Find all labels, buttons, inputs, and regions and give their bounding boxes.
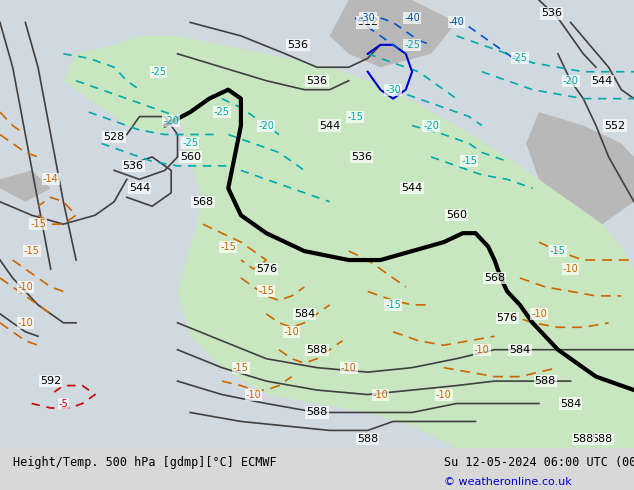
Text: 544: 544 <box>401 183 423 194</box>
Text: -15: -15 <box>220 242 236 251</box>
Text: 536: 536 <box>351 152 372 162</box>
Text: 592: 592 <box>40 376 61 386</box>
Text: Su 12-05-2024 06:00 UTC (00+126): Su 12-05-2024 06:00 UTC (00+126) <box>444 456 634 469</box>
Text: 568: 568 <box>484 273 505 283</box>
Text: 576: 576 <box>256 264 277 274</box>
Text: 536: 536 <box>306 75 328 86</box>
Text: Height/Temp. 500 hPa [gdmp][°C] ECMWF: Height/Temp. 500 hPa [gdmp][°C] ECMWF <box>13 456 276 469</box>
Text: -15: -15 <box>233 363 249 373</box>
Text: -25: -25 <box>512 53 528 63</box>
Text: 560: 560 <box>179 152 201 162</box>
Text: -15: -15 <box>385 300 401 310</box>
Text: -25: -25 <box>182 139 198 148</box>
Text: -10: -10 <box>563 264 578 274</box>
Text: 588: 588 <box>306 408 328 417</box>
Text: -20: -20 <box>163 116 179 126</box>
Text: -10: -10 <box>18 318 33 328</box>
Text: -25: -25 <box>404 40 420 50</box>
Text: -5: -5 <box>58 398 68 409</box>
Text: 588: 588 <box>306 344 328 355</box>
Polygon shape <box>63 36 178 135</box>
Text: 588: 588 <box>573 434 594 444</box>
Text: 588: 588 <box>534 376 556 386</box>
Text: -10: -10 <box>341 363 356 373</box>
Text: 584: 584 <box>560 398 581 409</box>
Text: 552: 552 <box>604 121 626 130</box>
Text: -40: -40 <box>404 13 420 23</box>
Text: 536: 536 <box>287 40 309 50</box>
Text: -10: -10 <box>284 327 299 337</box>
Text: -20: -20 <box>423 121 439 130</box>
Text: -15: -15 <box>347 112 363 122</box>
Text: -10: -10 <box>18 282 33 292</box>
Text: -15: -15 <box>461 156 477 167</box>
Text: 584: 584 <box>294 309 315 319</box>
Text: -15: -15 <box>30 219 46 229</box>
Text: -10: -10 <box>436 390 451 399</box>
Text: 544: 544 <box>129 183 150 194</box>
Text: -15: -15 <box>258 287 275 296</box>
Text: 544: 544 <box>319 121 340 130</box>
Text: 588: 588 <box>592 434 613 444</box>
Text: -30: -30 <box>385 85 401 95</box>
Text: 560: 560 <box>446 210 467 220</box>
Polygon shape <box>0 171 51 202</box>
Text: 536: 536 <box>541 8 562 19</box>
Text: -40: -40 <box>449 18 464 27</box>
Text: -20: -20 <box>258 121 275 130</box>
Text: 568: 568 <box>192 197 214 207</box>
Polygon shape <box>526 112 634 224</box>
Text: -10: -10 <box>246 390 261 399</box>
Text: -14: -14 <box>43 174 58 184</box>
Text: 576: 576 <box>496 313 518 323</box>
Text: -25: -25 <box>150 67 167 77</box>
Text: -10: -10 <box>474 344 489 355</box>
Text: -15: -15 <box>550 246 566 256</box>
Text: © weatheronline.co.uk: © weatheronline.co.uk <box>444 477 571 487</box>
Text: 588: 588 <box>357 434 378 444</box>
Text: -10: -10 <box>531 309 547 319</box>
Text: 544: 544 <box>592 75 613 86</box>
Text: 512: 512 <box>357 18 378 27</box>
Text: -25: -25 <box>214 107 230 117</box>
Polygon shape <box>330 0 456 67</box>
Text: -20: -20 <box>562 75 579 86</box>
Text: -30: -30 <box>360 13 375 23</box>
Text: -10: -10 <box>373 390 388 399</box>
Text: 584: 584 <box>509 344 531 355</box>
Text: 528: 528 <box>103 132 125 142</box>
Text: -15: -15 <box>23 246 40 256</box>
Text: 536: 536 <box>122 161 144 171</box>
Polygon shape <box>178 36 634 448</box>
